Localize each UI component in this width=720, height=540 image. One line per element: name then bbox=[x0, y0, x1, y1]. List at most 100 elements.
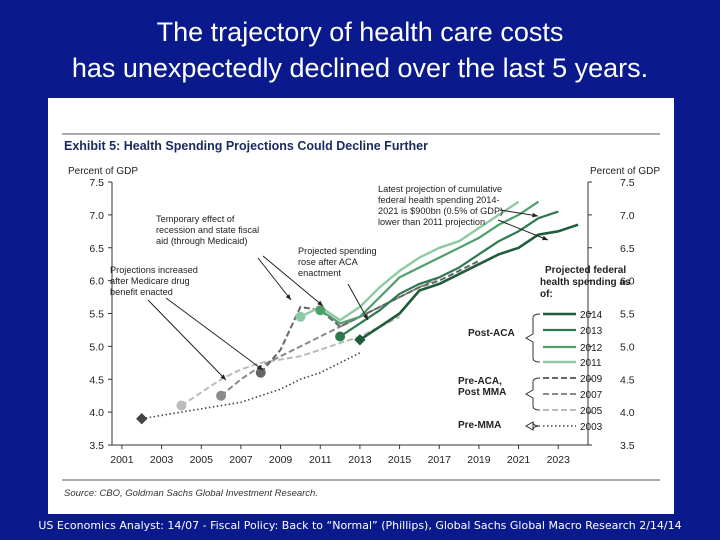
series-line-2003 bbox=[141, 352, 361, 420]
health-spending-chart: Exhibit 5: Health Spending Projections C… bbox=[62, 133, 660, 499]
series-marker-2014 bbox=[354, 334, 366, 346]
legend-group-label-post-aca: Post-ACA bbox=[468, 328, 515, 339]
legend-group-label-pre-aca-post-mma: Pre-ACA, bbox=[458, 376, 502, 387]
series-line-2007 bbox=[220, 276, 440, 397]
legend-label-2007: 2007 bbox=[580, 390, 603, 401]
annotation-temporary-line: recession and state fiscal bbox=[156, 225, 259, 235]
series-line-2011 bbox=[299, 200, 520, 322]
series-marker-2005 bbox=[176, 400, 187, 411]
legend-label-2005: 2005 bbox=[580, 406, 603, 417]
legend-brace-pre-mma bbox=[524, 421, 541, 431]
y-tick-label-left: 7.0 bbox=[89, 210, 104, 222]
annotation-latest-line: Latest projection of cumulative bbox=[378, 184, 502, 194]
x-tick-label: 2015 bbox=[388, 454, 412, 466]
y-tick-label-right: 5.0 bbox=[620, 341, 635, 353]
y-tick-label-right: 5.5 bbox=[620, 309, 635, 321]
legend-label-2009: 2009 bbox=[580, 374, 603, 385]
annotation-temporary-arrow-a bbox=[257, 257, 292, 301]
annotation-mma-arrow-a-head bbox=[220, 374, 226, 380]
y-tick-label-left: 6.0 bbox=[89, 276, 104, 288]
chart-title: Exhibit 5: Health Spending Projections C… bbox=[64, 139, 428, 153]
series-line-2005 bbox=[180, 315, 401, 407]
annotation-latest-line: federal health spending 2014- bbox=[378, 195, 500, 205]
x-tick-label: 2003 bbox=[150, 454, 174, 466]
legend-title-line-1: Projected federal bbox=[545, 265, 626, 276]
x-tick-label: 2005 bbox=[190, 454, 214, 466]
annotation-temporary-arrow-a-head bbox=[285, 294, 291, 300]
legend-group-label-pre-mma: Pre-MMA bbox=[458, 420, 501, 431]
chart-source: Source: CBO, Goldman Sachs Global Invest… bbox=[64, 488, 318, 499]
x-tick-label: 2021 bbox=[507, 454, 531, 466]
series-line-2014 bbox=[359, 223, 579, 341]
annotation-aca-arrow-head bbox=[363, 314, 368, 320]
annotation-aca-line: rose after ACA bbox=[298, 257, 359, 267]
annotation-temporary-arrow-b-head bbox=[317, 300, 323, 306]
legend-brace-post-aca bbox=[524, 313, 541, 363]
y-tick-label-right: 6.5 bbox=[620, 243, 635, 255]
annotation-latest-arrow-b-head bbox=[542, 235, 548, 241]
legend-label-2003: 2003 bbox=[580, 422, 603, 433]
x-tick-label: 2007 bbox=[229, 454, 253, 466]
slide-title: The trajectory of health care costs has … bbox=[0, 14, 720, 86]
annotation-latest-arrow-a bbox=[499, 209, 539, 217]
series-line-2013 bbox=[339, 210, 559, 338]
annotation-temporary-line: Temporary effect of bbox=[156, 214, 235, 224]
y-tick-label-right: 7.0 bbox=[620, 210, 635, 222]
y-axis-label-right: Percent of GDP bbox=[590, 166, 660, 177]
x-tick-label: 2009 bbox=[269, 454, 293, 466]
annotation-aca-arrow bbox=[347, 283, 369, 321]
annotation-latest-arrow-a-head bbox=[532, 212, 538, 218]
annotation-mma-arrow-a bbox=[147, 299, 227, 381]
x-tick-label: 2001 bbox=[110, 454, 134, 466]
annotation-temporary-arrow-b bbox=[262, 255, 324, 307]
x-tick-label: 2013 bbox=[348, 454, 372, 466]
series-line-2009 bbox=[260, 260, 480, 374]
legend-brace-pre-aca-post-mma bbox=[524, 377, 541, 411]
annotation-aca-line: Projected spending bbox=[298, 246, 377, 256]
x-tick-label: 2011 bbox=[309, 454, 332, 466]
legend-label-2011: 2011 bbox=[580, 358, 602, 369]
y-tick-label-right: 6.0 bbox=[620, 276, 635, 288]
x-tick-label: 2019 bbox=[467, 454, 491, 466]
annotation-mma-line: Projections increased bbox=[110, 265, 198, 275]
y-tick-label-right: 4.5 bbox=[620, 374, 635, 386]
legend-title-line-3: of: bbox=[540, 289, 553, 300]
y-tick-label-right: 3.5 bbox=[620, 440, 635, 452]
series-marker-2009 bbox=[255, 367, 266, 378]
annotation-latest-line: 2021 is $900bn (0.5% of GDP) bbox=[378, 206, 503, 216]
legend-title-line-2: health spending as bbox=[540, 277, 631, 288]
y-tick-label-left: 5.5 bbox=[89, 309, 104, 321]
y-tick-label-left: 3.5 bbox=[89, 440, 104, 452]
slide-title-line-2: has unexpectedly declined over the last … bbox=[71, 53, 649, 83]
legend-label-2012: 2012 bbox=[580, 343, 603, 354]
series-marker-2007 bbox=[216, 390, 227, 401]
annotation-latest-line: lower than 2011 projection bbox=[378, 217, 485, 227]
x-tick-label: 2017 bbox=[428, 454, 452, 466]
annotation-mma-arrow-b-head bbox=[257, 364, 263, 370]
series-marker-2013 bbox=[335, 331, 346, 342]
y-tick-label-left: 4.5 bbox=[89, 374, 104, 386]
y-tick-label-left: 5.0 bbox=[89, 341, 104, 353]
legend-label-2013: 2013 bbox=[580, 326, 603, 337]
annotation-temporary-line: aid (through Medicaid) bbox=[156, 236, 247, 246]
y-tick-label-left: 6.5 bbox=[89, 243, 104, 255]
y-tick-label-left: 7.5 bbox=[89, 177, 104, 189]
series-marker-2011 bbox=[295, 311, 306, 322]
annotation-latest-arrow-b bbox=[497, 219, 549, 241]
legend-label-2014: 2014 bbox=[580, 310, 603, 321]
exhibit-panel: Exhibit 5: Health Spending Projections C… bbox=[48, 98, 674, 514]
y-axis-label-left: Percent of GDP bbox=[68, 166, 138, 177]
series-marker-2003 bbox=[136, 413, 148, 425]
series-marker-2012 bbox=[315, 305, 326, 316]
slide-title-line-1: The trajectory of health care costs bbox=[156, 17, 564, 47]
legend-group-label-pre-aca-post-mma: Post MMA bbox=[458, 387, 506, 398]
y-tick-label-right: 4.0 bbox=[620, 407, 635, 419]
annotation-aca-line: enactment bbox=[298, 268, 341, 278]
x-tick-label: 2023 bbox=[547, 454, 571, 466]
series-line-2012 bbox=[319, 200, 540, 325]
annotation-mma-arrow-b bbox=[165, 297, 264, 371]
annotation-mma-line: after Medicare drug bbox=[110, 276, 190, 286]
y-tick-label-left: 4.0 bbox=[89, 407, 104, 419]
y-tick-label-right: 7.5 bbox=[620, 177, 635, 189]
slide-footer: US Economics Analyst: 14/07 - Fiscal Pol… bbox=[38, 519, 682, 532]
